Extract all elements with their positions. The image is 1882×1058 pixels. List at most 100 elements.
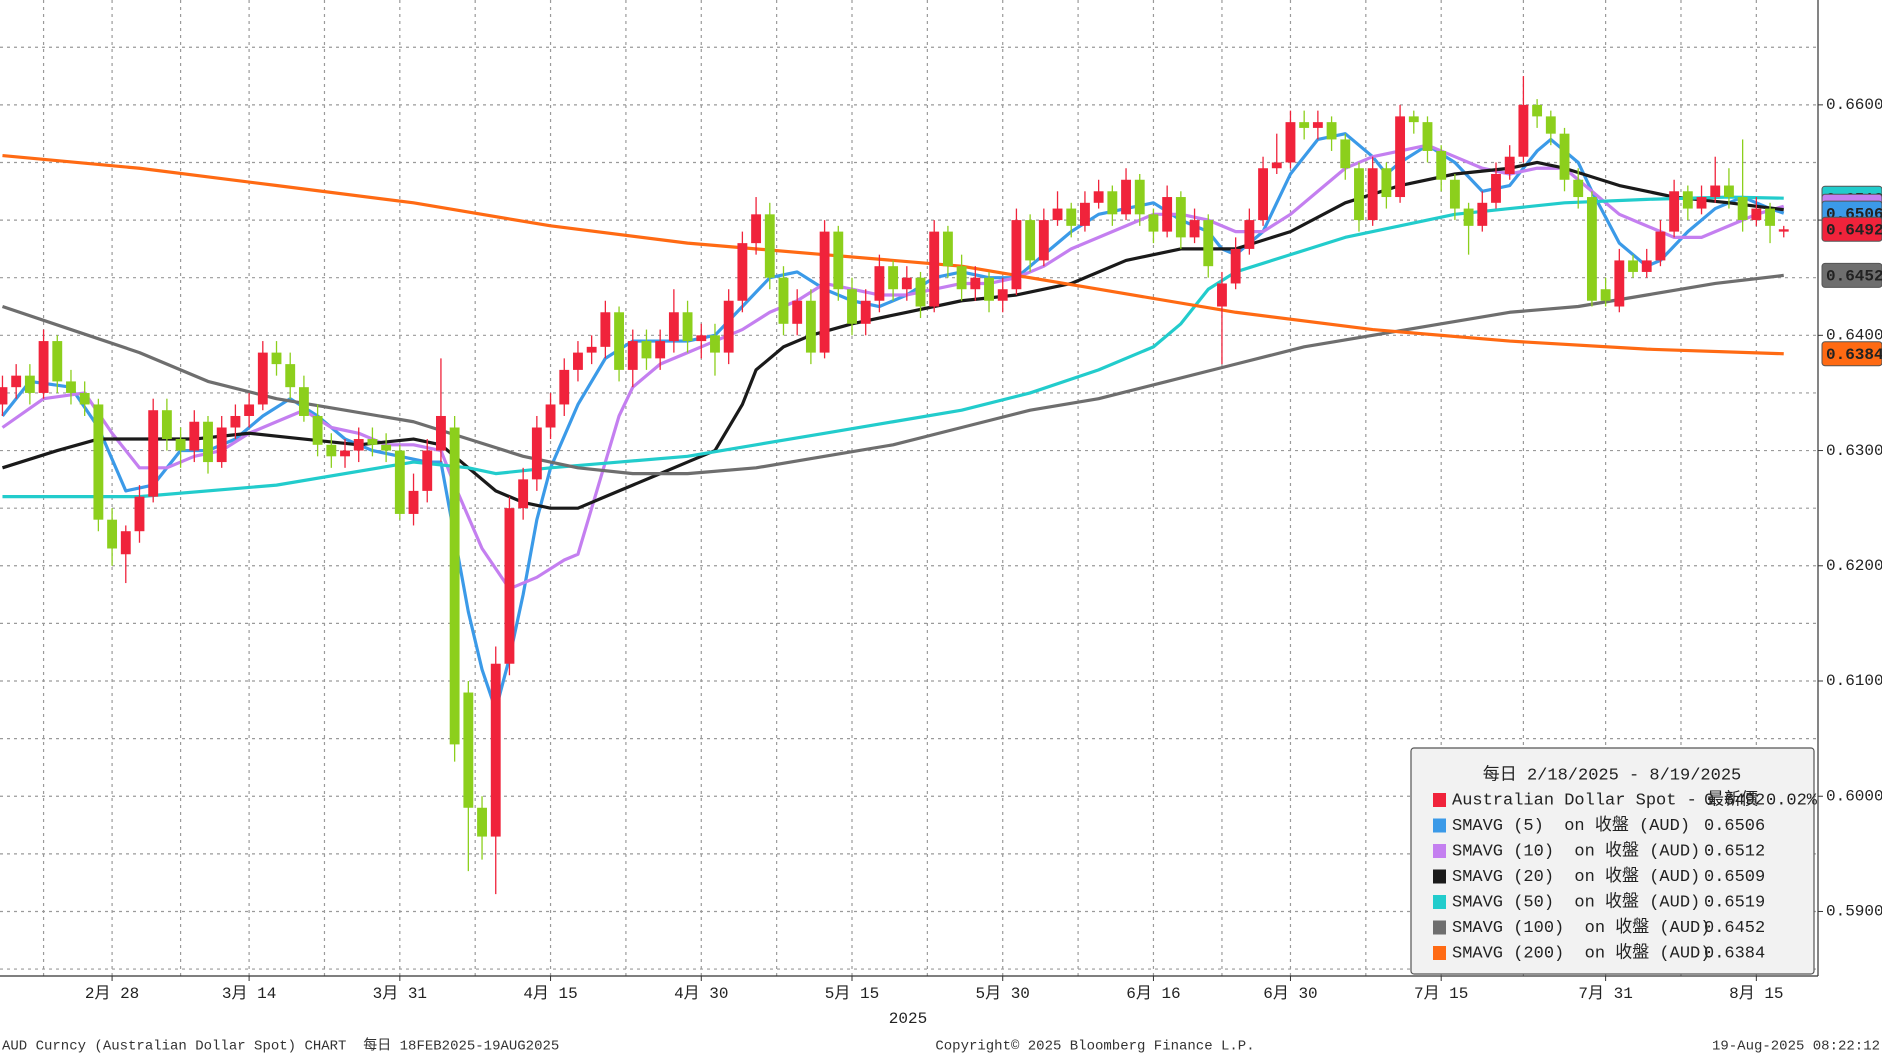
candle-body	[1573, 179, 1584, 198]
y-tick-label: 0.6200	[1826, 557, 1882, 575]
candle-body	[1655, 231, 1666, 261]
candle-body	[148, 410, 159, 497]
candle-body	[1765, 208, 1775, 226]
x-tick-label: 3月 14	[222, 985, 276, 1003]
candle-body	[1066, 208, 1077, 226]
candle-body	[984, 277, 994, 301]
candle-body	[1312, 122, 1323, 128]
candle-body	[93, 404, 104, 520]
candle-body	[326, 444, 337, 457]
candle-body	[1737, 197, 1748, 221]
legend-value: 0.6452	[1704, 919, 1765, 938]
legend-value: 0.6506	[1704, 817, 1765, 836]
candle-body	[1545, 116, 1556, 134]
candle-body	[422, 450, 433, 491]
candle-body	[52, 341, 63, 382]
candle-body	[1641, 260, 1652, 272]
candle-body	[1162, 197, 1173, 232]
y-tick-label: 0.5900	[1826, 903, 1882, 921]
x-tick-label: 5月 30	[976, 985, 1030, 1003]
candle-body	[723, 300, 734, 353]
candle-body	[1682, 191, 1693, 209]
candle-body	[888, 266, 899, 290]
legend-value: 0.6384	[1704, 944, 1765, 963]
candle-body	[627, 341, 638, 370]
value-box-label: 0.6384	[1826, 346, 1882, 364]
candle-body	[1477, 202, 1488, 226]
candle-body	[1518, 104, 1529, 157]
candle-body	[340, 450, 350, 457]
candle-body	[24, 375, 35, 393]
legend-label: SMAVG (50) on 收盤 (AUD)	[1452, 891, 1700, 912]
candle-body	[792, 300, 803, 324]
candle-body	[1326, 122, 1337, 140]
copyright: Copyright© 2025 Bloomberg Finance L.P.	[935, 1039, 1254, 1055]
legend-value: 0.6519	[1704, 893, 1765, 912]
candle-body	[394, 450, 405, 514]
timestamp: 19-Aug-2025 08:22:12	[1712, 1039, 1880, 1055]
candle-body	[1285, 122, 1296, 163]
candle-body	[271, 352, 282, 365]
candle-body	[216, 427, 227, 463]
legend-label: SMAVG (20) on 收盤 (AUD)	[1452, 866, 1700, 887]
candle-body	[1408, 116, 1419, 123]
candle-body	[531, 427, 542, 480]
legend-value: 0.6512	[1704, 842, 1765, 861]
candle-body	[312, 415, 323, 445]
axes: 0.5900 0.6000 0.6100 0.6200 0.6300 0.6400 0.65…	[85, 96, 1882, 1003]
candle-body	[203, 421, 213, 463]
candle-body	[257, 352, 268, 405]
candle-body	[1203, 220, 1214, 267]
candles	[0, 76, 1789, 895]
candle-body	[1463, 208, 1474, 226]
candle-body	[682, 312, 693, 342]
last-value-boxes: 0.63840.64520.65190.65090.65120.65060.64…	[1821, 185, 1882, 367]
candle-body	[38, 341, 49, 393]
candle-body	[1025, 220, 1036, 261]
legend-swatch	[1433, 920, 1446, 935]
candle-body	[490, 663, 501, 837]
candle-body	[1121, 179, 1131, 215]
candle-body	[915, 277, 926, 307]
value-box	[1821, 341, 1882, 367]
candle-body	[381, 444, 392, 451]
candle-body	[1354, 168, 1364, 221]
value-box	[1821, 216, 1882, 242]
candle-body	[1230, 248, 1241, 284]
candle-body	[929, 231, 940, 307]
y-tick-label: 0.6600	[1826, 96, 1882, 114]
candle-body	[696, 335, 707, 342]
legend-swatch	[1433, 946, 1446, 960]
ma-line	[2, 153, 1784, 356]
candle-body	[120, 531, 131, 555]
candle-body	[230, 415, 241, 428]
candle-body	[764, 214, 775, 278]
candle-body	[1449, 179, 1460, 209]
y-tick-label: 0.6300	[1826, 442, 1882, 460]
candle-body	[1271, 162, 1282, 169]
candle-body	[874, 266, 885, 301]
candle-body	[1395, 116, 1406, 198]
candle-body	[436, 415, 446, 451]
candle-body	[79, 392, 90, 405]
candle-body	[997, 289, 1008, 301]
candle-body	[1724, 185, 1734, 198]
x-tick-label: 7月 15	[1414, 985, 1468, 1003]
candle-body	[668, 312, 679, 342]
candle-body	[353, 439, 364, 451]
legend-change: 0.02%	[1766, 791, 1818, 810]
candle-body	[1504, 156, 1515, 174]
x-axis-label: 2025	[889, 1010, 927, 1028]
legend-swatch	[1433, 793, 1446, 807]
candle-body	[737, 243, 748, 301]
legend-value: 0.6492	[1704, 791, 1765, 810]
candle-body	[1244, 220, 1255, 249]
candle-body	[1491, 173, 1501, 203]
candle-body	[710, 335, 720, 353]
candle-body	[901, 277, 912, 290]
candle-body	[641, 341, 652, 359]
candle-body	[1600, 289, 1611, 301]
candle-body	[614, 312, 624, 370]
